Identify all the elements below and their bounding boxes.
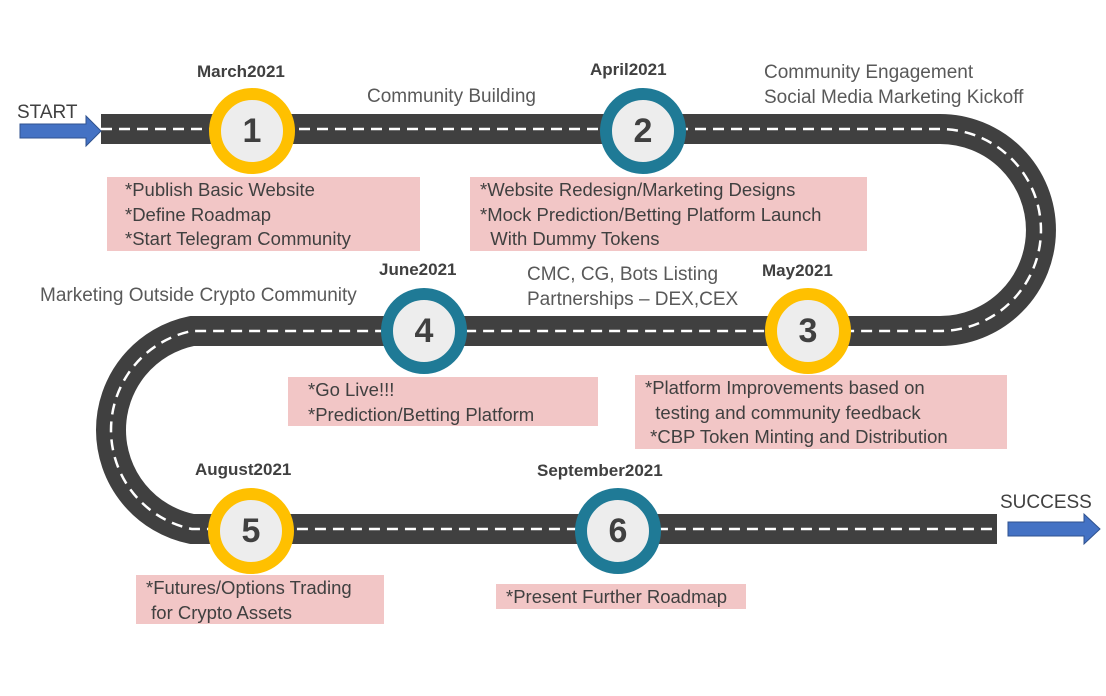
phase-label-engagement-line-2: Social Media Marketing Kickoff: [764, 87, 1024, 108]
milestone-6-circle: 6: [575, 488, 661, 574]
milestone-5-notes: *Futures/Options Trading for Crypto Asse…: [136, 575, 384, 624]
note-item: *Mock Prediction/Betting Platform Launch: [480, 203, 822, 225]
milestone-2-notes: *Website Redesign/Marketing Designs *Moc…: [470, 177, 867, 251]
note-item: *Go Live!!!: [308, 379, 395, 400]
note-item: *CBP Token Minting and Distribution: [645, 426, 948, 447]
note-item: *Start Telegram Community: [125, 228, 351, 249]
note-item: *Website Redesign/Marketing Designs: [480, 179, 796, 200]
success-arrow-icon: [1007, 512, 1101, 546]
start-arrow-icon: [19, 114, 102, 148]
milestone-3-number: 3: [798, 311, 818, 350]
milestone-4-circle: 4: [381, 288, 467, 374]
milestone-1-notes: *Publish Basic Website *Define Roadmap *…: [107, 177, 420, 251]
milestone-3-month: May2021: [762, 261, 833, 280]
note-item: *Prediction/Betting Platform: [308, 403, 535, 425]
milestone-4-month: June2021: [379, 260, 457, 279]
note-item: *Publish Basic Website: [125, 179, 315, 200]
milestone-2-month: April2021: [590, 60, 667, 79]
success-label: SUCCESS: [1000, 492, 1092, 513]
milestone-1-month: March2021: [197, 62, 285, 81]
milestone-5-month: August2021: [195, 460, 292, 479]
milestone-1-circle: 1: [209, 88, 295, 174]
start-label: START: [17, 102, 78, 123]
milestone-6-month: September2021: [537, 461, 663, 480]
phase-label-community-building: Community Building: [367, 86, 536, 107]
milestone-1-number: 1: [242, 111, 262, 150]
milestone-4-notes: *Go Live!!! *Prediction/Betting Platform: [288, 377, 598, 426]
note-item: With Dummy Tokens: [480, 228, 660, 249]
note-item: *Define Roadmap: [125, 203, 272, 225]
phase-label-marketing-outside: Marketing Outside Crypto Community: [40, 285, 357, 306]
milestone-4-number: 4: [414, 311, 434, 350]
milestone-6-notes: *Present Further Roadmap: [496, 584, 746, 609]
milestone-2-number: 2: [633, 111, 653, 150]
phase-label-listing-line-2: Partnerships – DEX,CEX: [527, 289, 739, 310]
note-item: for Crypto Assets: [146, 601, 292, 623]
note-item: testing and community feedback: [645, 401, 921, 423]
milestone-5-circle: 5: [208, 488, 294, 574]
note-item: *Platform Improvements based on: [645, 377, 925, 398]
milestone-6-number: 6: [608, 511, 628, 550]
note-item: *Futures/Options Trading: [146, 577, 352, 598]
milestone-3-circle: 3: [765, 288, 851, 374]
phase-label-engagement-line-1: Community Engagement: [764, 62, 974, 83]
note-item: *Present Further Roadmap: [506, 586, 728, 607]
road-center-dashes: [101, 127, 1043, 531]
milestone-5-number: 5: [241, 511, 261, 550]
milestone-2-circle: 2: [600, 88, 686, 174]
milestone-3-notes: *Platform Improvements based on testing …: [635, 375, 1007, 449]
phase-label-listing-line-1: CMC, CG, Bots Listing: [527, 264, 719, 285]
